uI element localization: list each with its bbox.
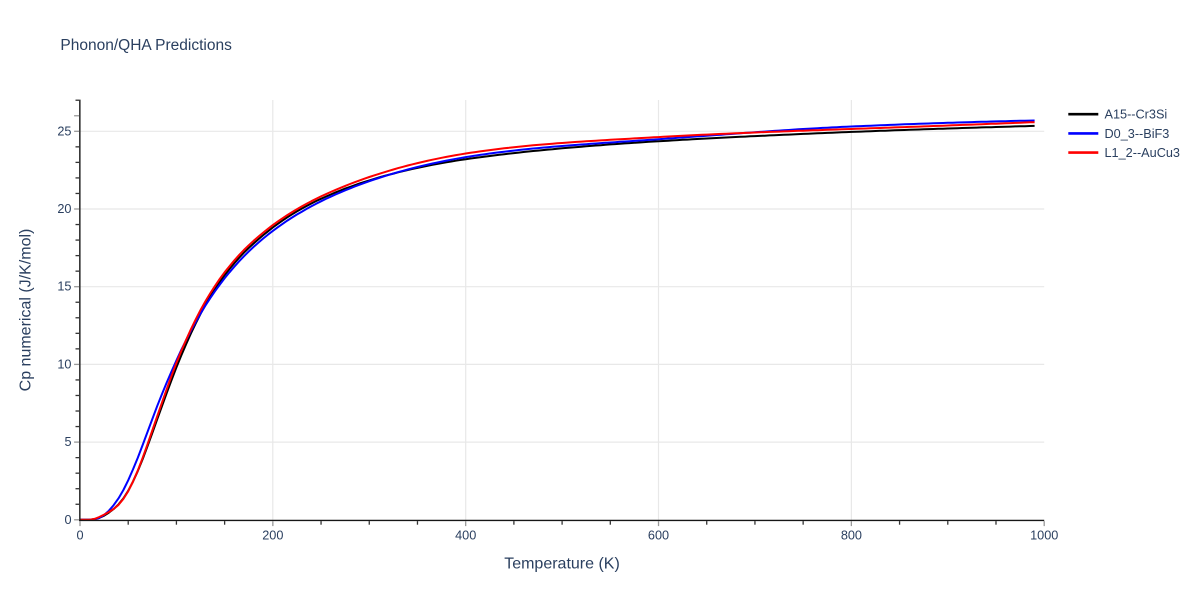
svg-text:5: 5 bbox=[64, 435, 71, 449]
svg-text:Temperature (K): Temperature (K) bbox=[504, 556, 620, 573]
svg-text:1000: 1000 bbox=[1030, 529, 1058, 543]
svg-text:20: 20 bbox=[57, 202, 71, 216]
svg-text:Phonon/QHA Predictions: Phonon/QHA Predictions bbox=[60, 37, 232, 54]
svg-text:10: 10 bbox=[57, 357, 71, 371]
svg-text:200: 200 bbox=[262, 529, 283, 543]
svg-text:600: 600 bbox=[648, 529, 669, 543]
svg-text:Cp numerical (J/K/mol): Cp numerical (J/K/mol) bbox=[18, 229, 35, 392]
svg-text:0: 0 bbox=[64, 513, 71, 527]
svg-text:0: 0 bbox=[76, 529, 83, 543]
svg-text:25: 25 bbox=[57, 124, 71, 138]
svg-text:L1_2--AuCu3: L1_2--AuCu3 bbox=[1105, 146, 1180, 160]
svg-text:15: 15 bbox=[57, 280, 71, 294]
svg-text:D0_3--BiF3: D0_3--BiF3 bbox=[1105, 127, 1170, 141]
svg-text:800: 800 bbox=[841, 529, 862, 543]
svg-text:A15--Cr3Si: A15--Cr3Si bbox=[1105, 108, 1168, 122]
svg-text:400: 400 bbox=[455, 529, 476, 543]
